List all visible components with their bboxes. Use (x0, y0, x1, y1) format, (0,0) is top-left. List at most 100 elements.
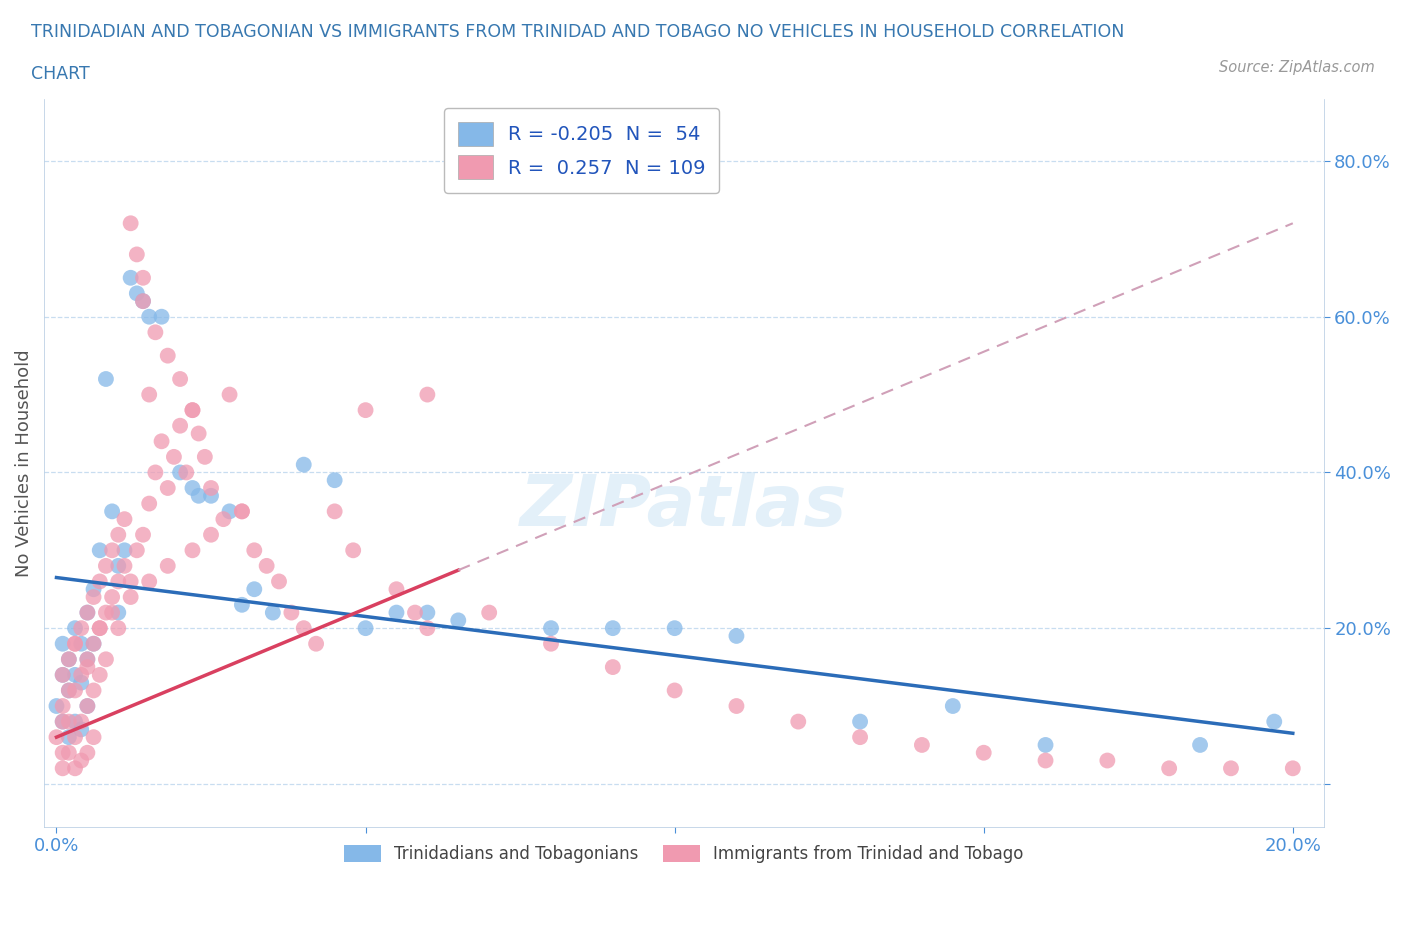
Point (52, 698, 75, 713)
Point (125, 543, 148, 558)
Point (138, 574, 160, 589)
Point (231, 504, 253, 519)
Point (101, 605, 124, 620)
Point (76, 652, 98, 667)
Point (107, 605, 129, 620)
Legend: Trinidadians and Tobagonians, Immigrants from Trinidad and Tobago: Trinidadians and Tobagonians, Immigrants… (337, 838, 1031, 870)
Point (1035, 737, 1057, 752)
Point (45, 698, 67, 713)
Point (1281, 761, 1303, 776)
Point (132, 527, 155, 542)
Point (150, 310, 173, 325)
Point (52, 668, 75, 683)
Point (181, 403, 204, 418)
Point (1263, 714, 1285, 729)
Point (125, 247, 148, 262)
Point (114, 543, 136, 558)
Point (63, 683, 86, 698)
Point (132, 294, 155, 309)
Point (132, 294, 155, 309)
Point (416, 387, 439, 402)
Point (262, 605, 284, 620)
Point (280, 605, 302, 620)
Point (169, 465, 191, 480)
Point (243, 543, 266, 558)
Point (63, 668, 86, 683)
Point (156, 481, 179, 496)
Point (156, 348, 179, 363)
Point (267, 574, 290, 589)
Point (101, 543, 124, 558)
Y-axis label: No Vehicles in Household: No Vehicles in Household (15, 349, 32, 577)
Point (911, 737, 934, 752)
Point (83, 683, 105, 698)
Point (145, 465, 167, 480)
Point (664, 620, 686, 635)
Point (76, 745, 98, 760)
Point (94, 372, 117, 387)
Point (1189, 737, 1212, 752)
Point (63, 730, 86, 745)
Point (58, 730, 80, 745)
Point (973, 745, 995, 760)
Point (540, 636, 562, 651)
Point (1097, 753, 1119, 768)
Point (174, 465, 197, 480)
Point (305, 636, 328, 651)
Point (83, 582, 105, 597)
Point (169, 418, 191, 433)
Point (89, 543, 111, 558)
Point (181, 403, 204, 418)
Point (194, 449, 217, 464)
Point (70, 675, 93, 690)
Point (218, 504, 240, 519)
Point (107, 574, 129, 589)
Point (83, 636, 105, 651)
Point (664, 683, 686, 698)
Point (385, 605, 408, 620)
Point (76, 652, 98, 667)
Point (76, 698, 98, 713)
Point (89, 668, 111, 683)
Point (150, 434, 173, 449)
Text: TRINIDADIAN AND TOBAGONIAN VS IMMIGRANTS FROM TRINIDAD AND TOBAGO NO VEHICLES IN: TRINIDADIAN AND TOBAGONIAN VS IMMIGRANTS… (31, 23, 1125, 41)
Point (52, 636, 75, 651)
Point (725, 698, 748, 713)
Point (181, 543, 204, 558)
Point (218, 387, 240, 402)
Point (63, 620, 86, 635)
Text: Source: ZipAtlas.com: Source: ZipAtlas.com (1219, 60, 1375, 75)
Point (416, 620, 439, 635)
Point (89, 620, 111, 635)
Point (187, 488, 209, 503)
Point (404, 605, 426, 620)
Point (132, 271, 155, 286)
Point (354, 620, 377, 635)
Point (478, 605, 501, 620)
Point (447, 613, 470, 628)
Point (256, 558, 278, 573)
Point (243, 582, 266, 597)
Point (200, 527, 222, 542)
Point (602, 659, 624, 674)
Point (58, 652, 80, 667)
Point (58, 652, 80, 667)
Point (145, 325, 167, 339)
Point (292, 620, 315, 635)
Point (63, 761, 86, 776)
Point (231, 504, 253, 519)
Point (231, 597, 253, 612)
Point (540, 620, 562, 635)
Point (52, 745, 75, 760)
Point (76, 698, 98, 713)
Point (163, 449, 186, 464)
Point (354, 403, 377, 418)
Point (385, 582, 408, 597)
Point (181, 481, 204, 496)
Point (114, 558, 136, 573)
Point (76, 605, 98, 620)
Point (70, 722, 93, 737)
Point (120, 216, 142, 231)
Point (212, 512, 235, 526)
Point (323, 472, 346, 487)
